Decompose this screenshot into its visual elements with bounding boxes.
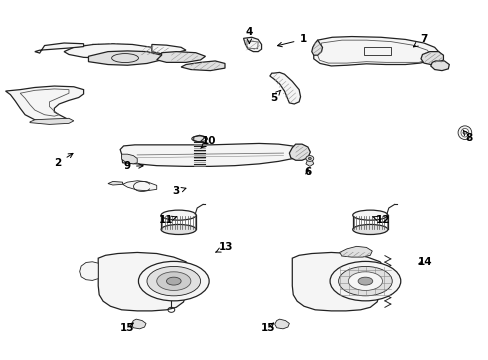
Text: 7: 7 (412, 35, 427, 47)
PathPatch shape (88, 51, 161, 65)
Ellipse shape (329, 261, 400, 301)
PathPatch shape (122, 181, 157, 191)
Text: 15: 15 (260, 323, 275, 333)
Text: 9: 9 (123, 161, 143, 171)
PathPatch shape (269, 72, 300, 104)
PathPatch shape (311, 40, 322, 55)
PathPatch shape (108, 181, 122, 185)
Text: 10: 10 (200, 136, 216, 148)
PathPatch shape (292, 252, 384, 311)
Ellipse shape (166, 277, 181, 285)
PathPatch shape (313, 37, 439, 66)
PathPatch shape (243, 37, 261, 51)
Text: 6: 6 (304, 167, 311, 177)
Ellipse shape (357, 277, 372, 285)
PathPatch shape (181, 61, 224, 71)
PathPatch shape (339, 246, 371, 257)
Ellipse shape (457, 126, 471, 139)
Text: 2: 2 (55, 153, 73, 168)
Text: 5: 5 (269, 90, 280, 103)
Text: 15: 15 (120, 323, 135, 333)
PathPatch shape (430, 61, 448, 71)
Circle shape (305, 156, 313, 161)
PathPatch shape (30, 118, 74, 125)
Ellipse shape (138, 261, 209, 301)
Ellipse shape (338, 266, 391, 296)
Text: 13: 13 (215, 242, 233, 252)
Ellipse shape (352, 210, 387, 220)
PathPatch shape (420, 51, 443, 64)
Ellipse shape (347, 272, 382, 291)
Circle shape (462, 131, 466, 134)
PathPatch shape (80, 262, 98, 280)
PathPatch shape (289, 144, 310, 160)
Ellipse shape (460, 129, 468, 137)
Ellipse shape (157, 272, 190, 291)
Text: 11: 11 (159, 215, 176, 225)
PathPatch shape (193, 135, 205, 142)
PathPatch shape (120, 143, 304, 166)
PathPatch shape (157, 51, 205, 62)
Text: 3: 3 (172, 186, 185, 197)
Ellipse shape (161, 210, 196, 220)
Text: 12: 12 (372, 215, 389, 225)
PathPatch shape (122, 154, 137, 164)
PathPatch shape (131, 319, 146, 329)
PathPatch shape (152, 44, 185, 54)
Ellipse shape (352, 225, 387, 234)
Text: 4: 4 (245, 27, 253, 44)
Circle shape (308, 157, 311, 159)
Text: 1: 1 (277, 35, 306, 47)
PathPatch shape (305, 159, 313, 166)
Ellipse shape (147, 266, 200, 296)
Text: 14: 14 (417, 257, 431, 267)
Text: 8: 8 (462, 130, 471, 143)
PathPatch shape (64, 44, 166, 59)
PathPatch shape (274, 319, 289, 329)
PathPatch shape (98, 252, 190, 311)
Ellipse shape (161, 225, 196, 234)
PathPatch shape (5, 86, 83, 123)
PathPatch shape (35, 43, 83, 53)
